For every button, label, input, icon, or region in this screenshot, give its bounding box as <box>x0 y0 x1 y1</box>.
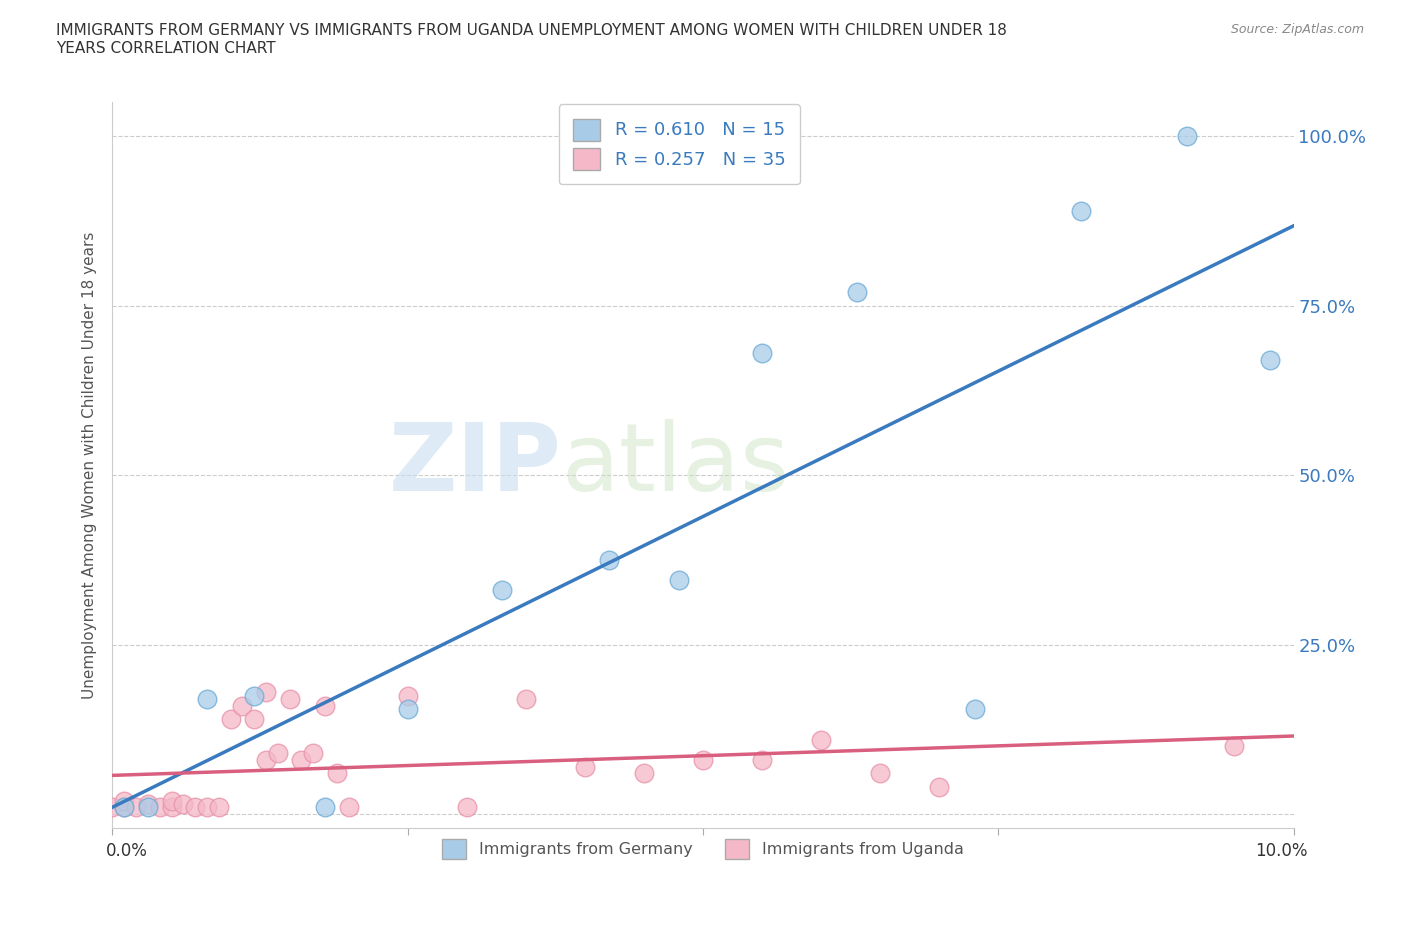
Point <box>184 800 207 815</box>
Point <box>456 800 478 815</box>
Point <box>112 800 135 815</box>
Point <box>112 800 135 815</box>
Point <box>278 691 301 706</box>
Point <box>136 800 159 815</box>
Point <box>845 285 868 299</box>
Point <box>314 800 336 815</box>
Point <box>136 796 159 811</box>
Point <box>668 573 690 588</box>
Point <box>302 746 325 761</box>
Point <box>396 688 419 703</box>
Text: Source: ZipAtlas.com: Source: ZipAtlas.com <box>1230 23 1364 36</box>
Point <box>125 800 148 815</box>
Point <box>692 752 714 767</box>
Point <box>314 698 336 713</box>
Legend: Immigrants from Germany, Immigrants from Uganda: Immigrants from Germany, Immigrants from… <box>434 831 972 867</box>
Point <box>751 752 773 767</box>
Point <box>869 766 891 781</box>
Text: ZIP: ZIP <box>388 419 561 511</box>
Point <box>515 691 537 706</box>
Point <box>195 691 218 706</box>
Point <box>1223 739 1246 754</box>
Text: 0.0%: 0.0% <box>105 842 148 860</box>
Point <box>160 800 183 815</box>
Point <box>337 800 360 815</box>
Point <box>751 346 773 361</box>
Point <box>243 711 266 726</box>
Point <box>491 583 513 598</box>
Point <box>1258 352 1281 367</box>
Point <box>810 732 832 747</box>
Point <box>149 800 172 815</box>
Text: atlas: atlas <box>561 419 790 511</box>
Text: 10.0%: 10.0% <box>1256 842 1308 860</box>
Point <box>326 766 349 781</box>
Y-axis label: Unemployment Among Women with Children Under 18 years: Unemployment Among Women with Children U… <box>82 232 97 698</box>
Point <box>1070 204 1092 219</box>
Point <box>254 752 277 767</box>
Point <box>231 698 253 713</box>
Point <box>598 552 620 567</box>
Point <box>396 701 419 716</box>
Point <box>574 759 596 774</box>
Point <box>1175 128 1198 143</box>
Point <box>290 752 312 767</box>
Point <box>208 800 231 815</box>
Point <box>195 800 218 815</box>
Point <box>963 701 986 716</box>
Point <box>267 746 290 761</box>
Point <box>101 800 124 815</box>
Point <box>160 793 183 808</box>
Point <box>243 688 266 703</box>
Point <box>172 796 194 811</box>
Text: IMMIGRANTS FROM GERMANY VS IMMIGRANTS FROM UGANDA UNEMPLOYMENT AMONG WOMEN WITH : IMMIGRANTS FROM GERMANY VS IMMIGRANTS FR… <box>56 23 1007 56</box>
Point <box>928 779 950 794</box>
Point <box>633 766 655 781</box>
Point <box>219 711 242 726</box>
Point <box>254 684 277 699</box>
Point <box>112 793 135 808</box>
